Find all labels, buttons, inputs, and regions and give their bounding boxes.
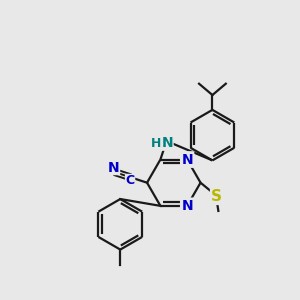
Text: S: S xyxy=(212,189,222,204)
Text: N: N xyxy=(181,199,193,213)
Text: H: H xyxy=(151,137,161,150)
Text: N: N xyxy=(161,136,173,150)
Text: N: N xyxy=(108,160,120,175)
Text: N: N xyxy=(181,152,193,167)
Text: C: C xyxy=(125,174,135,188)
